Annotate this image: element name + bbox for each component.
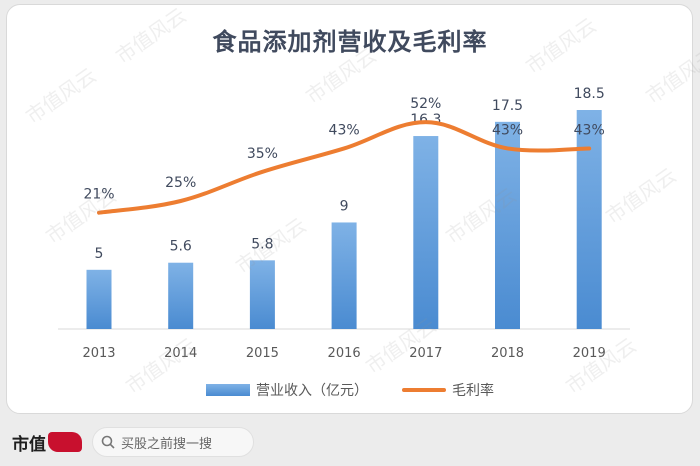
bar-2019 [576,110,602,329]
bar-label-2014: 5.6 [170,239,192,255]
legend-item-margin: 毛利率 [402,380,494,400]
bar-2015 [249,260,275,329]
bar-label-2015: 5.8 [251,236,273,252]
x-tick-2015: 2015 [246,346,279,361]
bar-label-2017: 16.3 [410,112,441,128]
x-tick-2017: 2017 [409,346,442,361]
legend-swatch-line [402,388,446,392]
x-tick-2018: 2018 [491,346,524,361]
margin-label-2019: 43% [574,122,605,138]
legend-swatch-bar [206,384,250,396]
gross-margin-line [97,120,592,215]
chart-title: 食品添加剂营收及毛利率 [212,28,488,56]
legend-label-margin: 毛利率 [452,383,494,399]
bar-2017 [413,136,439,329]
legend-item-revenue: 营业收入（亿元） [206,380,368,400]
bar-2014 [168,262,194,329]
legend-label-revenue: 营业收入（亿元） [256,383,368,399]
margin-label-2015: 35% [247,146,278,162]
margin-label-2017: 52% [410,96,441,112]
x-tick-2016: 2016 [328,346,361,361]
bar-2013 [86,269,112,329]
bar-label-2016: 9 [340,198,349,214]
brand-name: 市值 [12,434,46,455]
bar-2018 [495,121,520,330]
bar-2016 [331,222,357,329]
footer-bar: 市值 买股之前搜一搜 [0,418,700,466]
bar-label-2018: 17.5 [492,98,523,114]
search-box[interactable]: 买股之前搜一搜 [92,427,254,457]
x-tick-2014: 2014 [164,346,197,361]
search-icon [101,435,115,449]
margin-label-2016: 43% [329,122,360,138]
brand-mark-icon [48,432,82,452]
search-placeholder: 买股之前搜一搜 [121,436,213,452]
margin-label-2013: 21% [83,187,114,203]
brand-logo[interactable]: 市值 [12,430,82,455]
bar-label-2013: 5 [95,246,104,262]
x-tick-2013: 2013 [82,346,115,361]
bar-label-2019: 18.5 [574,86,605,102]
x-tick-2019: 2019 [573,346,606,361]
margin-label-2014: 25% [165,175,196,191]
chart-legend: 营业收入（亿元） 毛利率 [0,378,700,402]
margin-label-2018: 43% [492,122,523,138]
